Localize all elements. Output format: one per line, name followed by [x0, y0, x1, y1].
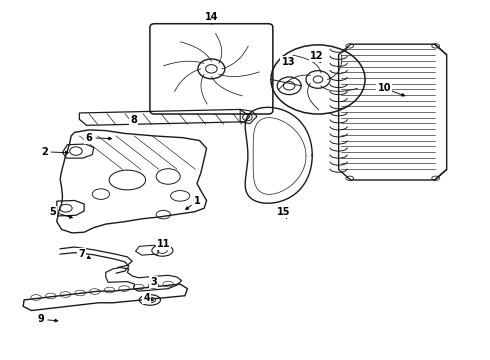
Text: 6: 6 — [86, 133, 92, 143]
Text: 12: 12 — [310, 51, 324, 61]
Text: 5: 5 — [49, 207, 56, 217]
Text: 8: 8 — [130, 115, 137, 125]
Text: 7: 7 — [78, 249, 85, 259]
Text: 11: 11 — [157, 239, 170, 248]
Text: 15: 15 — [277, 207, 290, 217]
Text: 13: 13 — [281, 57, 295, 67]
Text: 10: 10 — [377, 83, 391, 93]
Text: 1: 1 — [194, 196, 200, 206]
Text: 9: 9 — [38, 314, 44, 324]
Text: 14: 14 — [205, 12, 218, 22]
Text: 3: 3 — [150, 277, 157, 287]
Text: 2: 2 — [41, 147, 48, 157]
Text: 4: 4 — [143, 293, 150, 303]
